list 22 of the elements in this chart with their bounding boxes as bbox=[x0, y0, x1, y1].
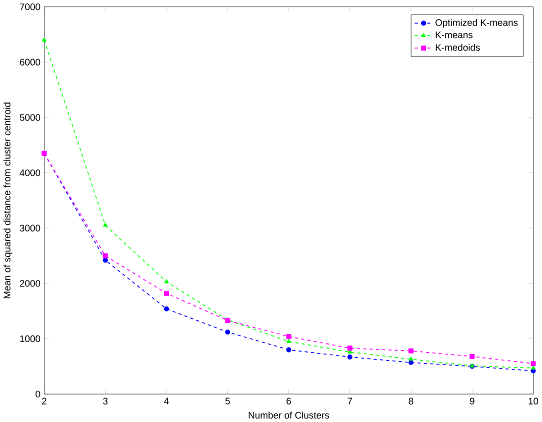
y-tick-label: 4000 bbox=[20, 169, 40, 176]
x-tick-label: 3 bbox=[103, 398, 108, 404]
legend-label: K-medoids bbox=[436, 44, 480, 51]
x-tick-label: 4 bbox=[164, 398, 169, 404]
y-tick-label: 2000 bbox=[20, 280, 40, 287]
x-tick-label: 10 bbox=[528, 398, 538, 404]
x-tick-label: 2 bbox=[42, 398, 46, 404]
y-tick-label: 0 bbox=[36, 390, 40, 398]
y-tick-label: 3000 bbox=[20, 224, 40, 232]
x-tick-label: 9 bbox=[470, 398, 474, 404]
x-tick-label: 6 bbox=[286, 398, 291, 404]
legend-label: Optimized K-means bbox=[436, 18, 518, 28]
y-tick-label: 1000 bbox=[20, 335, 40, 342]
x-tick-label: 8 bbox=[408, 398, 414, 404]
x-tick-label: 5 bbox=[225, 398, 230, 404]
y-tick-label: 6000 bbox=[20, 58, 40, 66]
x-axis-title: Number of Clusters bbox=[248, 412, 330, 419]
y-tick-label: 7000 bbox=[20, 3, 40, 10]
legend-label: K-means bbox=[436, 32, 473, 38]
y-tick-label: 5000 bbox=[20, 114, 40, 121]
x-tick-label: 7 bbox=[348, 398, 352, 404]
y-axis-title: Mean of squared distance from cluster centroid bbox=[4, 102, 12, 298]
